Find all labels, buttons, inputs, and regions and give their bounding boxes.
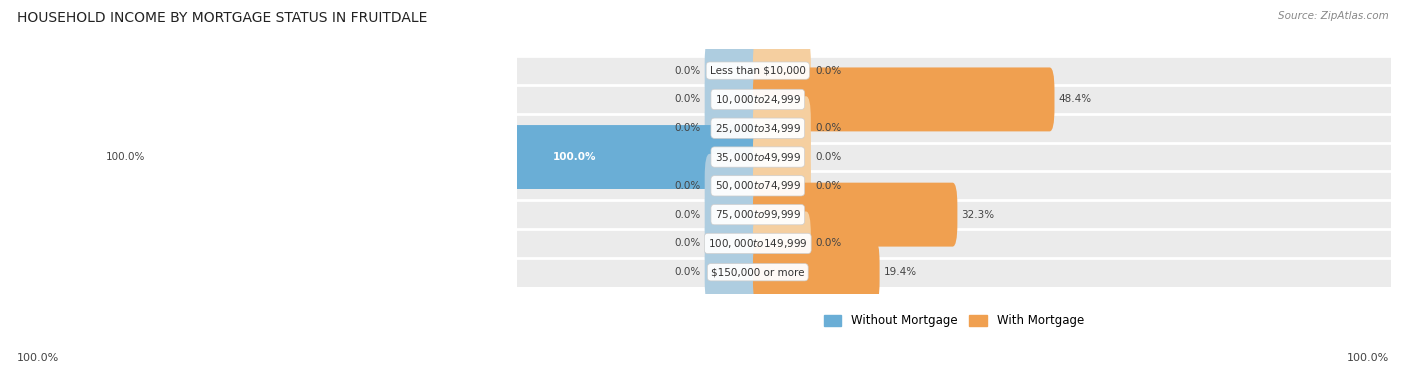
Text: $50,000 to $74,999: $50,000 to $74,999 [714, 179, 801, 192]
Text: 0.0%: 0.0% [675, 66, 700, 76]
Text: 32.3%: 32.3% [962, 210, 994, 220]
Text: 19.4%: 19.4% [884, 267, 917, 277]
Text: Source: ZipAtlas.com: Source: ZipAtlas.com [1278, 11, 1389, 21]
Bar [516, 229, 1391, 258]
Text: 0.0%: 0.0% [815, 123, 841, 133]
Bar [516, 114, 1391, 143]
FancyBboxPatch shape [754, 96, 811, 160]
Text: 0.0%: 0.0% [675, 123, 700, 133]
FancyBboxPatch shape [704, 39, 762, 102]
Text: Less than $10,000: Less than $10,000 [710, 66, 806, 76]
Legend: Without Mortgage, With Mortgage: Without Mortgage, With Mortgage [820, 310, 1088, 332]
Text: 100.0%: 100.0% [107, 152, 146, 162]
Bar [516, 172, 1391, 200]
FancyBboxPatch shape [150, 125, 762, 189]
Text: 100.0%: 100.0% [553, 152, 596, 162]
Text: 0.0%: 0.0% [815, 66, 841, 76]
Text: 100.0%: 100.0% [1347, 353, 1389, 363]
Text: $100,000 to $149,999: $100,000 to $149,999 [709, 237, 807, 250]
Bar [516, 85, 1391, 114]
Text: 0.0%: 0.0% [675, 239, 700, 248]
FancyBboxPatch shape [754, 39, 811, 102]
FancyBboxPatch shape [704, 154, 762, 218]
FancyBboxPatch shape [704, 183, 762, 246]
Bar [516, 143, 1391, 172]
FancyBboxPatch shape [754, 125, 811, 189]
Text: $75,000 to $99,999: $75,000 to $99,999 [714, 208, 801, 221]
FancyBboxPatch shape [704, 96, 762, 160]
Text: 100.0%: 100.0% [17, 353, 59, 363]
Text: $150,000 or more: $150,000 or more [711, 267, 804, 277]
Bar [516, 258, 1391, 287]
Text: $35,000 to $49,999: $35,000 to $49,999 [714, 150, 801, 164]
Text: HOUSEHOLD INCOME BY MORTGAGE STATUS IN FRUITDALE: HOUSEHOLD INCOME BY MORTGAGE STATUS IN F… [17, 11, 427, 25]
FancyBboxPatch shape [754, 154, 811, 218]
FancyBboxPatch shape [704, 211, 762, 276]
FancyBboxPatch shape [754, 67, 1054, 132]
Text: 0.0%: 0.0% [815, 152, 841, 162]
FancyBboxPatch shape [704, 67, 762, 132]
Text: $10,000 to $24,999: $10,000 to $24,999 [714, 93, 801, 106]
Text: 0.0%: 0.0% [675, 267, 700, 277]
FancyBboxPatch shape [754, 183, 957, 246]
Bar [516, 200, 1391, 229]
Text: 0.0%: 0.0% [815, 181, 841, 191]
Text: $25,000 to $34,999: $25,000 to $34,999 [714, 122, 801, 135]
FancyBboxPatch shape [754, 240, 880, 304]
FancyBboxPatch shape [704, 240, 762, 304]
FancyBboxPatch shape [754, 211, 811, 276]
Text: 48.4%: 48.4% [1059, 94, 1092, 104]
Text: 0.0%: 0.0% [815, 239, 841, 248]
Bar [516, 56, 1391, 85]
Text: 0.0%: 0.0% [675, 94, 700, 104]
Text: 0.0%: 0.0% [675, 210, 700, 220]
Text: 0.0%: 0.0% [675, 181, 700, 191]
